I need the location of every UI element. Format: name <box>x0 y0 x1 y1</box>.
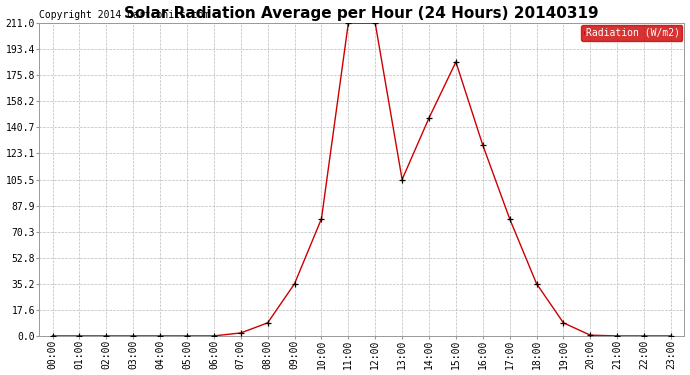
Title: Solar Radiation Average per Hour (24 Hours) 20140319: Solar Radiation Average per Hour (24 Hou… <box>124 6 599 21</box>
Text: Copyright 2014 Cartronics.com: Copyright 2014 Cartronics.com <box>39 10 210 20</box>
Legend: Radiation (W/m2): Radiation (W/m2) <box>581 25 682 41</box>
